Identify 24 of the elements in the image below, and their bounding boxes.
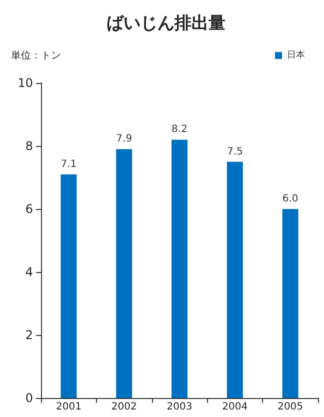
text: 7.9: [116, 134, 132, 145]
bar: [116, 149, 132, 398]
y-tick-label: 6: [25, 202, 33, 216]
text: 8.2: [172, 124, 188, 136]
bar: [172, 140, 188, 398]
x-tick-label: 2001: [56, 402, 82, 412]
x-tick-label: 2005: [278, 402, 304, 412]
x-tick-label: 2003: [166, 402, 192, 412]
text: 7.1: [60, 158, 77, 170]
chart-title: ばいじん排出量: [106, 14, 226, 34]
text: 6.0: [282, 194, 298, 204]
x-tick-label: 2004: [222, 402, 248, 412]
y-axis-title: 単位：トン: [11, 50, 61, 62]
y-tick-label: 2: [25, 328, 33, 342]
bar: [60, 174, 77, 398]
x-tick-label: 2002: [111, 402, 137, 412]
y-tick-label: 4: [25, 265, 33, 279]
bar: [226, 162, 243, 398]
y-tick-label: 0: [25, 391, 33, 405]
y-tick-label: 10: [18, 76, 33, 90]
legend-label: 日本: [287, 50, 305, 60]
y-tick-label: 8: [25, 139, 33, 153]
text: 7.5: [226, 146, 243, 158]
bar: [282, 209, 298, 398]
